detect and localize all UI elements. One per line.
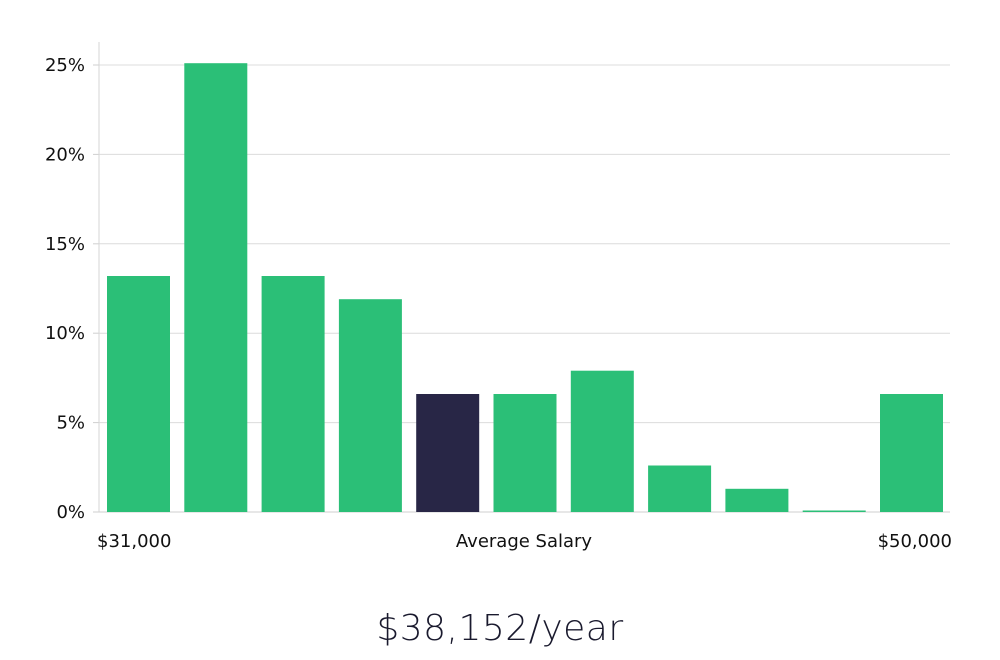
histogram-bar (725, 488, 789, 512)
histogram-bar (802, 510, 866, 512)
y-tick-labels: 0% 5% 10% 15% 20% 25% (45, 55, 85, 523)
x-start-label: $31,000 (97, 531, 171, 552)
y-tick-label: 10% (45, 323, 85, 344)
histogram-bar (261, 276, 325, 512)
histogram-bar (648, 465, 712, 512)
histogram-bar (880, 394, 943, 512)
y-tick-label: 25% (45, 55, 85, 76)
y-tick-label: 5% (56, 413, 85, 434)
bars (107, 63, 943, 512)
x-end-label: $50,000 (878, 531, 952, 552)
x-axis-title: Average Salary (456, 531, 593, 552)
histogram-bar (570, 370, 634, 512)
y-tick-label: 0% (56, 502, 85, 523)
histogram-bar (338, 299, 402, 512)
histogram-bar (493, 394, 557, 512)
x-axis-labels: $31,000 Average Salary $50,000 (97, 531, 952, 552)
y-tick-label: 15% (45, 234, 85, 255)
histogram-bar (184, 63, 248, 512)
salary-histogram-chart: 0% 5% 10% 15% 20% 25% $31,000 Average Salary … (45, 42, 952, 552)
histogram-bar (107, 276, 170, 512)
y-tick-label: 20% (45, 144, 85, 165)
average-salary-value: $38,152/year (376, 608, 624, 649)
highlighted-bar (416, 394, 480, 512)
